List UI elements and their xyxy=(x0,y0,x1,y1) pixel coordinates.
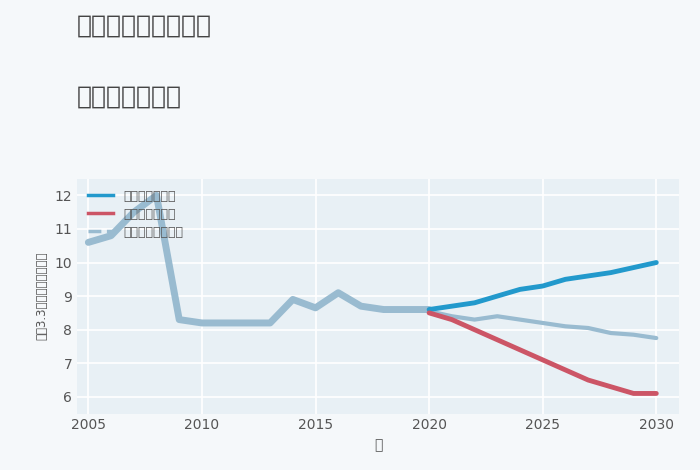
Text: 福岡県柳川市蒲生の: 福岡県柳川市蒲生の xyxy=(77,14,212,38)
Y-axis label: 平（3.3㎡）単価（万円）: 平（3.3㎡）単価（万円） xyxy=(36,252,49,340)
Legend: グッドシナリオ, バッドシナリオ, ノーマルシナリオ: グッドシナリオ, バッドシナリオ, ノーマルシナリオ xyxy=(83,185,188,244)
Text: 土地の価格推移: 土地の価格推移 xyxy=(77,85,182,109)
X-axis label: 年: 年 xyxy=(374,438,382,452)
